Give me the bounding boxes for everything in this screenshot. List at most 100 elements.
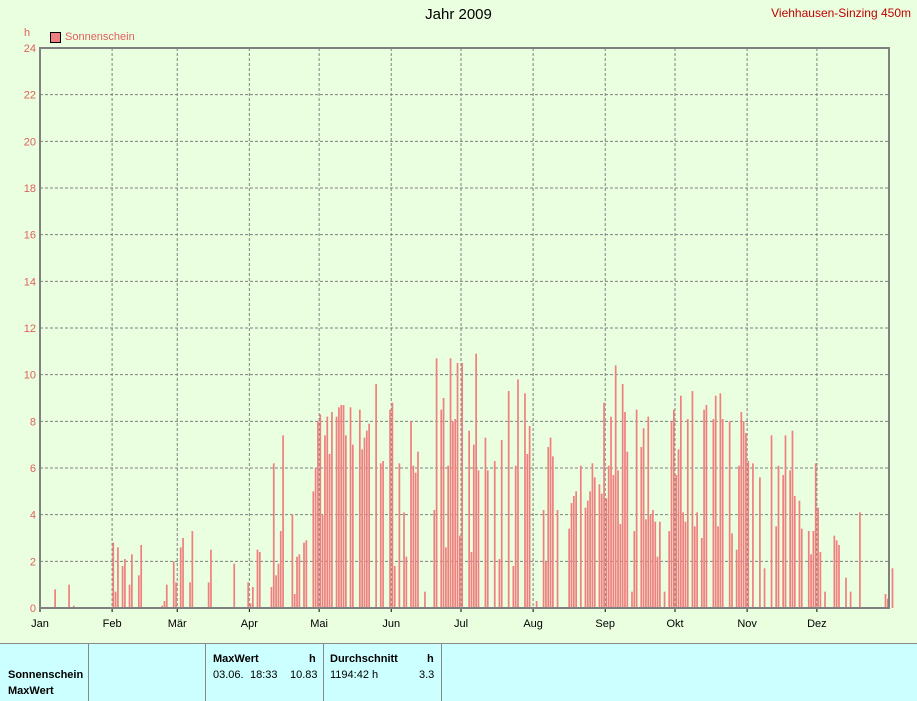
bar [752,463,754,608]
bar [440,409,443,608]
bar [458,535,461,608]
summary-avg-cell: Durchschnitt h 1194:42 h 3.3 [324,644,442,701]
bar [363,437,366,608]
bar [642,428,645,608]
summary-panel: Sonnenschein MaxWert MaxWert h 03.06. 18… [0,643,917,701]
bar [572,496,575,608]
bar [117,547,119,608]
y-tick-label: 22 [24,90,36,102]
bar [635,409,638,608]
bar [512,566,515,608]
bar [647,416,650,608]
bar [770,435,773,608]
y-tick-label: 6 [30,463,36,475]
y-tick-label: 14 [24,276,36,288]
bar [742,421,745,608]
bar [693,526,696,608]
bar [793,496,796,608]
bar [403,512,405,608]
bar [579,465,582,608]
bar [398,463,401,608]
bar [589,491,591,608]
bar [663,591,666,608]
bar [721,419,724,608]
avg-header: Durchschnitt [330,653,398,665]
bar [447,465,450,608]
x-tick-label: Sep [595,618,615,630]
y-tick-label: 12 [24,323,36,335]
x-tick-label: Okt [666,618,683,630]
bar [179,547,182,608]
y-tick-label: 2 [30,556,36,568]
bar [375,384,377,608]
bar [859,512,861,608]
bar [717,526,719,608]
bar [351,444,354,608]
bar [54,589,56,608]
y-tick-label: 4 [30,510,36,522]
bar [121,566,124,608]
bar [272,463,275,608]
bar [624,412,626,608]
bar [691,391,694,608]
avg-unit: h [427,653,434,665]
bar [626,451,629,608]
bar [652,510,654,608]
bar [172,561,175,608]
bar [659,521,661,608]
y-tick-label: 8 [30,416,36,428]
bar [833,535,836,608]
bar [782,475,785,608]
bar [275,575,277,608]
bar [175,582,177,608]
bar [435,358,438,608]
bar [700,538,703,608]
bar [614,365,617,608]
bar [137,575,140,608]
bar [500,440,503,608]
bar [593,477,596,608]
bar [461,363,464,608]
bar [705,405,708,608]
x-tick-label: Jul [454,618,468,630]
bar [298,554,301,608]
bar [731,533,733,608]
bar [814,463,817,608]
legend-swatch [50,31,61,43]
bar [747,461,750,608]
station-label: Viehhausen-Sinzing 450m [771,6,911,20]
bar [233,563,236,608]
bar [140,545,143,608]
bar [279,531,282,608]
bar [391,402,394,608]
bar [207,582,210,608]
bar [282,435,284,608]
bar [568,528,571,608]
bar [368,423,370,608]
bar [412,465,415,608]
bar [610,416,612,608]
bar [165,584,168,608]
bar [414,472,417,608]
bar [677,449,680,608]
summary-empty-cell [89,644,206,701]
bar [517,379,519,608]
bar [542,510,545,608]
bar [849,591,852,608]
bar [358,409,361,608]
bar [342,405,345,608]
bar [672,409,675,608]
bar [433,510,436,608]
bar [291,514,294,608]
bar [884,594,887,608]
x-tick-label: Nov [737,618,757,630]
bar [475,353,477,608]
y-tick-label: 18 [24,183,36,195]
x-tick-label: Mai [310,618,328,630]
bar [328,454,331,608]
bar [454,419,457,608]
bar [552,456,554,608]
bar [258,552,261,608]
bar [740,412,743,608]
bar [191,531,194,608]
